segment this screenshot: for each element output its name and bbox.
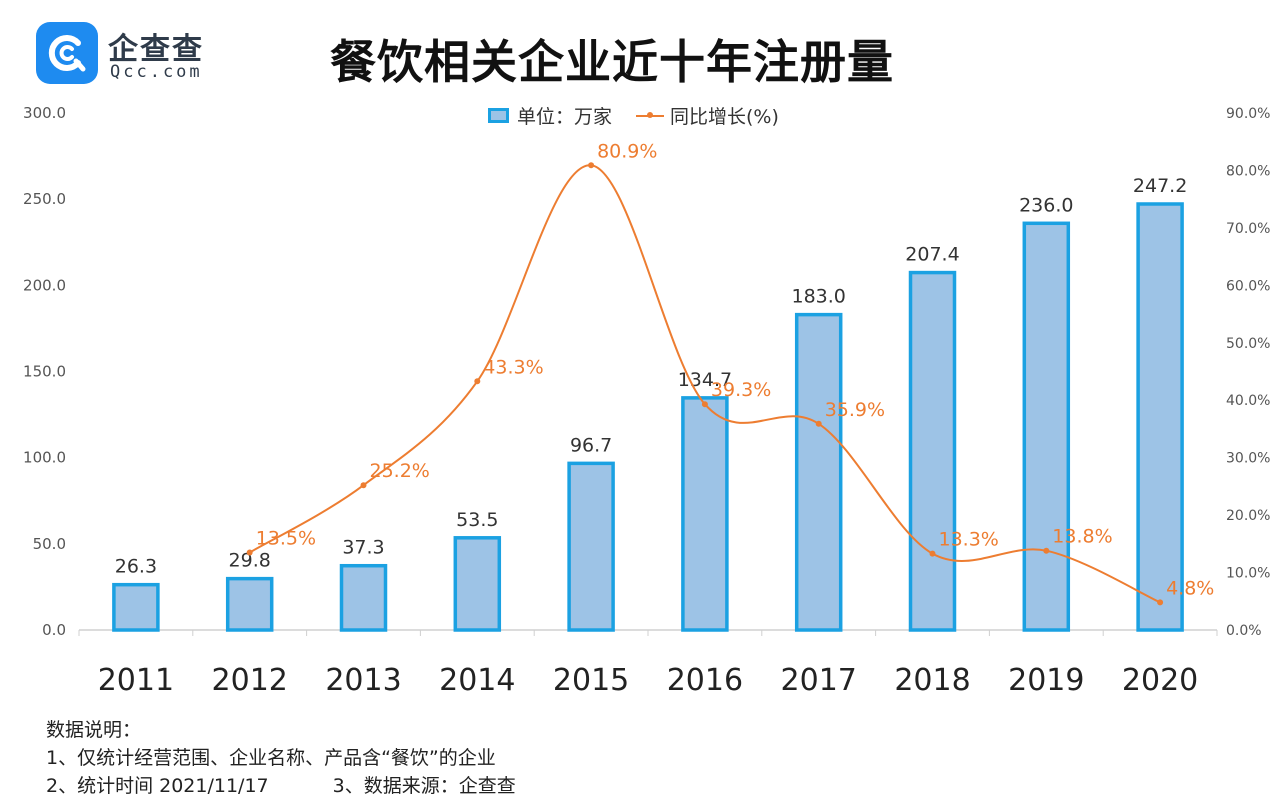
x-tick-label: 2014 bbox=[439, 663, 515, 698]
growth-point bbox=[474, 378, 481, 385]
bar bbox=[225, 576, 274, 632]
y-left-tick-label: 150.0 bbox=[23, 363, 66, 381]
x-tick-label: 2012 bbox=[212, 663, 288, 698]
y-right-tick-label: 50.0% bbox=[1226, 336, 1270, 352]
bar bbox=[112, 582, 160, 632]
bar-value-label: 134.7 bbox=[678, 369, 732, 391]
bar-value-label: 236.0 bbox=[1019, 194, 1073, 216]
y-right-tick-label: 40.0% bbox=[1226, 393, 1270, 409]
growth-point bbox=[815, 420, 822, 427]
x-tick-label: 2016 bbox=[667, 663, 743, 698]
bar-value-label: 207.4 bbox=[905, 244, 959, 266]
x-tick-label: 2017 bbox=[781, 663, 857, 698]
y-right-tick-label: 30.0% bbox=[1226, 451, 1270, 467]
y-right-tick-label: 10.0% bbox=[1226, 566, 1270, 582]
qcc-logo: 企查查 Qcc.com bbox=[36, 22, 226, 84]
growth-point bbox=[701, 401, 708, 408]
y-left-tick-label: 100.0 bbox=[23, 449, 66, 467]
x-tick-label: 2013 bbox=[325, 663, 401, 698]
y-right-tick-label: 20.0% bbox=[1226, 508, 1270, 524]
legend-line-swatch bbox=[636, 107, 665, 123]
growth-label: 39.3% bbox=[711, 379, 771, 401]
x-tick-label: 2020 bbox=[1122, 663, 1198, 698]
y-left-tick-label: 0.0 bbox=[42, 621, 66, 639]
notes-time: 2、统计时间 2021/11/17 bbox=[46, 775, 269, 797]
bar bbox=[681, 396, 729, 632]
notes-source: 3、数据来源：企查查 bbox=[332, 775, 516, 797]
bar bbox=[794, 312, 843, 632]
growth-point bbox=[588, 162, 595, 169]
growth-label: 25.2% bbox=[370, 460, 430, 482]
growth-label: 13.5% bbox=[256, 527, 316, 549]
y-right-tick-label: 0.0% bbox=[1226, 623, 1262, 639]
chart-legend: 单位：万家 同比增长(%) bbox=[488, 101, 779, 129]
bar-value-label: 26.3 bbox=[115, 556, 157, 578]
growth-point bbox=[1157, 599, 1164, 606]
y-left-tick-label: 200.0 bbox=[23, 276, 66, 294]
notes-line-2: 2、统计时间 2021/11/17 3、数据来源：企查查 bbox=[46, 772, 516, 800]
chart-title: 餐饮相关企业近十年注册量 bbox=[330, 35, 894, 89]
qcc-logo-icon bbox=[36, 22, 98, 84]
x-tick-label: 2019 bbox=[1008, 663, 1084, 698]
bar-value-label: 96.7 bbox=[570, 434, 612, 456]
bar-value-label: 53.5 bbox=[456, 509, 498, 531]
growth-label: 4.8% bbox=[1166, 577, 1214, 599]
x-tick-label: 2011 bbox=[98, 663, 174, 698]
y-left-tick-label: 50.0 bbox=[33, 535, 66, 553]
growth-line bbox=[249, 164, 1161, 604]
y-left-tick-label: 300.0 bbox=[23, 104, 66, 122]
growth-label: 35.9% bbox=[825, 399, 885, 421]
legend-bar-label: 单位：万家 bbox=[517, 105, 613, 128]
legend-line-label: 同比增长(%) bbox=[670, 105, 779, 128]
growth-point bbox=[1043, 547, 1050, 554]
bar bbox=[453, 536, 502, 632]
bar bbox=[1022, 221, 1071, 632]
y-right-tick-label: 60.0% bbox=[1226, 278, 1270, 294]
notes-line-1: 1、仅统计经营范围、企业名称、产品含“餐饮”的企业 bbox=[46, 747, 496, 769]
y-left-tick-label: 250.0 bbox=[23, 190, 66, 208]
data-notes: 数据说明： 1、仅统计经营范围、企业名称、产品含“餐饮”的企业 2、统计时间 2… bbox=[46, 716, 516, 800]
logo-domain: Qcc.com bbox=[110, 62, 203, 82]
notes-heading: 数据说明： bbox=[46, 719, 142, 741]
growth-label: 13.8% bbox=[1052, 526, 1112, 548]
logo-name: 企查查 bbox=[108, 32, 204, 67]
legend-bar-swatch bbox=[488, 107, 509, 123]
bar-value-label: 37.3 bbox=[342, 537, 384, 559]
growth-label: 43.3% bbox=[483, 356, 543, 378]
growth-point bbox=[360, 482, 367, 489]
bar bbox=[1136, 202, 1184, 632]
growth-point bbox=[929, 550, 936, 557]
chart-plot: 0.0 50.0 100.0 150.0 200.0 250.0 300.0 0.0% 10.0… bbox=[23, 104, 1270, 698]
y-right-tick-label: 90.0% bbox=[1226, 106, 1270, 122]
x-tick-label: 2018 bbox=[894, 663, 970, 698]
bar-value-label: 29.8 bbox=[229, 550, 271, 572]
growth-label: 80.9% bbox=[597, 140, 657, 162]
growth-label: 13.3% bbox=[939, 529, 999, 551]
bar-value-label: 247.2 bbox=[1133, 175, 1187, 197]
bar bbox=[908, 270, 957, 632]
bar bbox=[339, 563, 388, 632]
y-right-tick-label: 70.0% bbox=[1226, 221, 1270, 237]
y-right-tick-label: 80.0% bbox=[1226, 163, 1270, 179]
bar-value-label: 183.0 bbox=[791, 286, 845, 308]
bar bbox=[567, 461, 615, 632]
x-tick-label: 2015 bbox=[553, 663, 629, 698]
growth-point bbox=[246, 549, 253, 556]
